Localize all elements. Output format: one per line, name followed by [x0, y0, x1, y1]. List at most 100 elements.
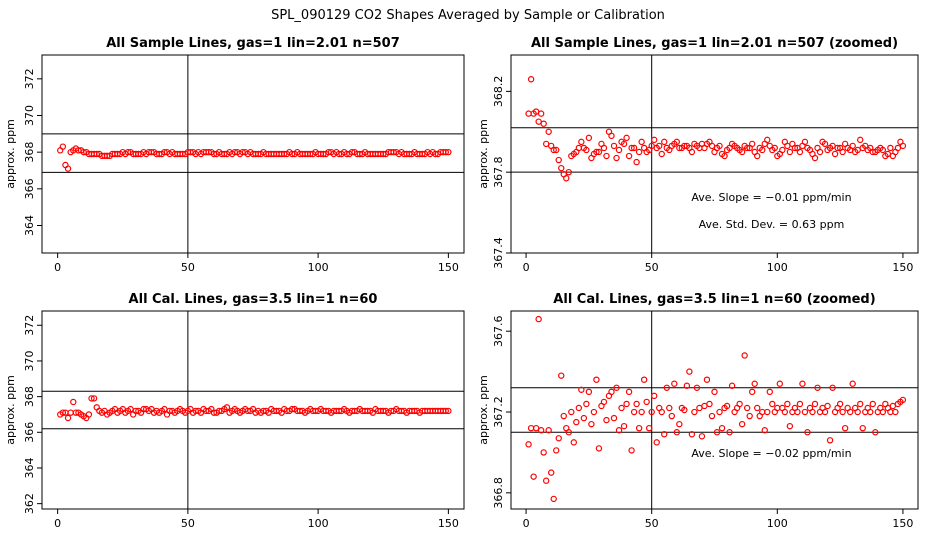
- x-tick-label: 50: [181, 517, 195, 530]
- data-point: [583, 146, 590, 154]
- data-point: [610, 414, 618, 422]
- data-point: [545, 427, 552, 434]
- data-point: [620, 140, 628, 148]
- x-tick-label: 150: [438, 517, 459, 530]
- y-tick-label: 362: [23, 493, 36, 514]
- data-point: [764, 136, 771, 144]
- data-point: [691, 408, 698, 416]
- panel-cal-lines-zoomed: All Cal. Lines, gas=3.5 lin=1 n=60 (zoom…: [477, 292, 919, 530]
- data-point: [565, 168, 572, 176]
- data-point: [635, 424, 643, 432]
- data-point: [628, 144, 635, 152]
- data-point: [553, 447, 560, 454]
- data-point: [628, 447, 635, 454]
- data-point: [64, 414, 72, 422]
- data-point: [64, 165, 72, 172]
- data-point: [887, 408, 894, 416]
- data-point: [651, 392, 658, 400]
- data-point: [796, 400, 804, 408]
- data-point: [613, 384, 620, 391]
- data-point: [585, 388, 593, 396]
- data-point: [615, 427, 623, 434]
- data-point: [85, 411, 93, 418]
- data-point: [894, 144, 902, 152]
- data-point: [673, 138, 681, 146]
- data-point: [809, 408, 816, 416]
- data-point: [688, 431, 696, 438]
- data-point: [608, 132, 615, 140]
- data-point: [801, 408, 809, 416]
- data-point: [716, 408, 723, 416]
- data-point: [681, 406, 688, 414]
- y-tick-label: 366.8: [492, 477, 505, 509]
- data-point: [799, 380, 806, 387]
- data-point: [603, 416, 610, 424]
- data-point: [857, 400, 864, 408]
- data-point: [615, 146, 623, 154]
- data-point: [764, 408, 771, 416]
- data-point: [804, 429, 811, 436]
- data-point: [585, 134, 593, 142]
- data-point: [738, 420, 746, 428]
- data-point: [786, 422, 794, 430]
- y-tick-label: 367.2: [492, 396, 505, 428]
- data-point: [673, 429, 681, 436]
- data-point: [651, 136, 658, 144]
- data-point: [743, 144, 751, 152]
- y-tick-label: 364: [23, 215, 36, 236]
- data-point: [759, 408, 766, 416]
- data-point: [445, 148, 452, 156]
- panel-cal-lines: All Cal. Lines, gas=3.5 lin=1 n=60 0 50 100…: [4, 292, 465, 530]
- data-point: [706, 400, 713, 408]
- data-point: [859, 424, 866, 432]
- data-point: [771, 144, 778, 152]
- data-point: [618, 404, 625, 412]
- data-point: [527, 424, 535, 432]
- data-point: [784, 400, 791, 408]
- data-point: [839, 148, 846, 156]
- data-point: [640, 376, 648, 383]
- plot-frame: [510, 54, 919, 254]
- y-tick-label: 370: [23, 105, 36, 126]
- plot-frame: [510, 310, 919, 510]
- y-axis-label: approx. ppm: [477, 375, 490, 445]
- data-point: [445, 407, 452, 415]
- data-point: [688, 148, 696, 156]
- data-point: [791, 144, 799, 152]
- data-point: [892, 408, 899, 416]
- data-point: [643, 398, 650, 406]
- data-point: [774, 404, 781, 412]
- data-point: [872, 429, 879, 436]
- data-point: [595, 148, 603, 156]
- data-point: [683, 382, 691, 389]
- data-point: [638, 138, 645, 146]
- data-point: [613, 154, 620, 162]
- data-point: [831, 150, 839, 158]
- data-point: [666, 404, 673, 412]
- data-point: [889, 402, 897, 410]
- data-point: [698, 433, 706, 440]
- data-point: [759, 146, 766, 154]
- data-point: [726, 429, 733, 436]
- figure-title: SPL_090129 CO2 Shapes Averaged by Sample…: [271, 8, 665, 23]
- data-point: [721, 152, 728, 160]
- data-point: [801, 138, 809, 146]
- data-point: [658, 150, 665, 158]
- data-point: [846, 408, 854, 416]
- data-point: [841, 424, 849, 432]
- data-point: [829, 384, 836, 391]
- data-point: [59, 409, 67, 416]
- data-point: [563, 175, 570, 182]
- data-point: [575, 144, 583, 152]
- x-tick-label: 50: [181, 261, 195, 274]
- data-point: [620, 422, 628, 430]
- panel-sample-lines-zoomed: All Sample Lines, gas=1 lin=2.01 n=507 (…: [477, 36, 919, 274]
- data-point: [779, 146, 786, 154]
- data-point: [545, 128, 552, 135]
- y-tick-label: 364: [23, 457, 36, 478]
- data-point: [547, 469, 555, 476]
- data-point: [821, 408, 829, 416]
- data-point: [708, 142, 716, 150]
- data-point: [625, 152, 633, 160]
